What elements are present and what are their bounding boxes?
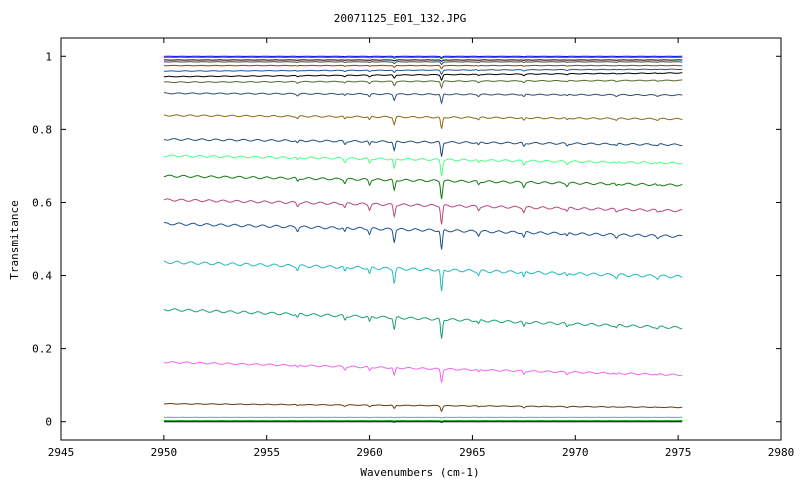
series-line (163, 138, 683, 157)
x-tick-label: 2980 (768, 446, 795, 459)
x-tick-label: 2960 (356, 446, 383, 459)
x-tick-label: 2950 (151, 446, 178, 459)
series-line (163, 198, 683, 225)
series-line (163, 68, 683, 76)
series-line (163, 61, 683, 66)
plot-frame (60, 37, 782, 441)
series-line (163, 260, 683, 292)
series-line (163, 361, 683, 383)
y-tick-label: 0.4 (32, 270, 52, 283)
series-line (163, 64, 683, 70)
y-tick-label: 0.6 (32, 196, 52, 209)
series-line (163, 79, 683, 90)
x-tick-label: 2970 (562, 446, 589, 459)
series-line (163, 114, 683, 129)
x-axis-label: Wavenumbers (cm-1) (360, 466, 479, 479)
x-tick-label: 2945 (48, 446, 75, 459)
series-line (163, 222, 683, 250)
series-line (163, 154, 683, 177)
y-tick-label: 0.8 (32, 123, 52, 136)
y-tick-label: 0 (45, 416, 52, 429)
x-tick-label: 2955 (253, 446, 280, 459)
series-line (163, 72, 683, 82)
axis-ticks: 2945 2950 2955 2960 2965 2970 2975 2980 0 0.2 0.4 0… (32, 38, 794, 459)
x-tick-label: 2975 (665, 446, 692, 459)
series-line (163, 308, 683, 339)
series-layer (163, 55, 683, 423)
y-axis-label: Transmitance (8, 200, 21, 279)
series-line (163, 416, 683, 419)
y-tick-label: 0.2 (32, 343, 52, 356)
series-line (163, 174, 683, 199)
series-line (163, 59, 683, 62)
series-line (163, 56, 683, 60)
series-line (163, 403, 683, 413)
x-tick-label: 2965 (459, 446, 486, 459)
series-line (163, 55, 683, 59)
series-line (163, 420, 683, 422)
y-tick-label: 1 (45, 50, 52, 63)
series-line (163, 92, 683, 105)
series-line (163, 421, 683, 423)
chart-title: 20071125_E01_132.JPG (334, 12, 466, 25)
